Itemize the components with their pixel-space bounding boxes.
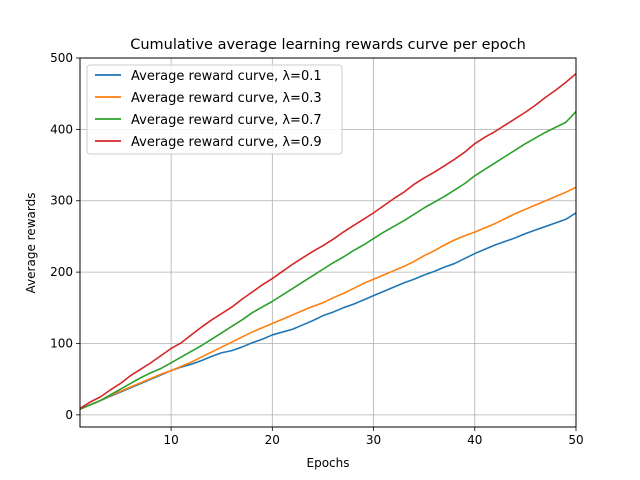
series-line-4 [79,73,577,410]
x-axis-ticks: 10 20 30 40 50 [163,427,584,447]
x-tick-label: 40 [467,433,482,447]
y-axis-ticks: 0 100 200 300 400 500 [50,51,80,422]
y-tick-label: 300 [50,194,73,208]
x-tick-label: 50 [568,433,583,447]
series-line-2 [79,186,577,410]
legend-items: Average reward curve, λ=0.1 Average rewar… [95,69,322,150]
legend-label-4: Average reward curve, λ=0.9 [131,135,322,150]
plot-frame [79,57,577,428]
series-lines [79,73,577,410]
legend-label-3: Average reward curve, λ=0.7 [131,113,322,128]
series-line-3 [79,110,577,410]
x-tick-label: 30 [366,433,381,447]
y-axis-label: Average rewards [24,193,38,294]
y-tick-label: 200 [50,265,73,279]
legend-frame [86,64,343,155]
x-axis-label: Epochs [307,456,350,470]
legend-label-1: Average reward curve, λ=0.1 [131,69,322,84]
chart-title: Cumulative average learning rewards curv… [130,37,526,53]
y-tick-label: 400 [50,122,73,136]
legend-label-2: Average reward curve, λ=0.3 [131,91,322,106]
y-tick-label: 0 [65,408,73,422]
x-tick-label: 10 [163,433,178,447]
y-tick-label: 100 [50,336,73,350]
legend: Average reward curve, λ=0.1 Average rewar… [86,64,343,155]
x-tick-label: 20 [265,433,280,447]
y-tick-label: 500 [50,51,73,65]
